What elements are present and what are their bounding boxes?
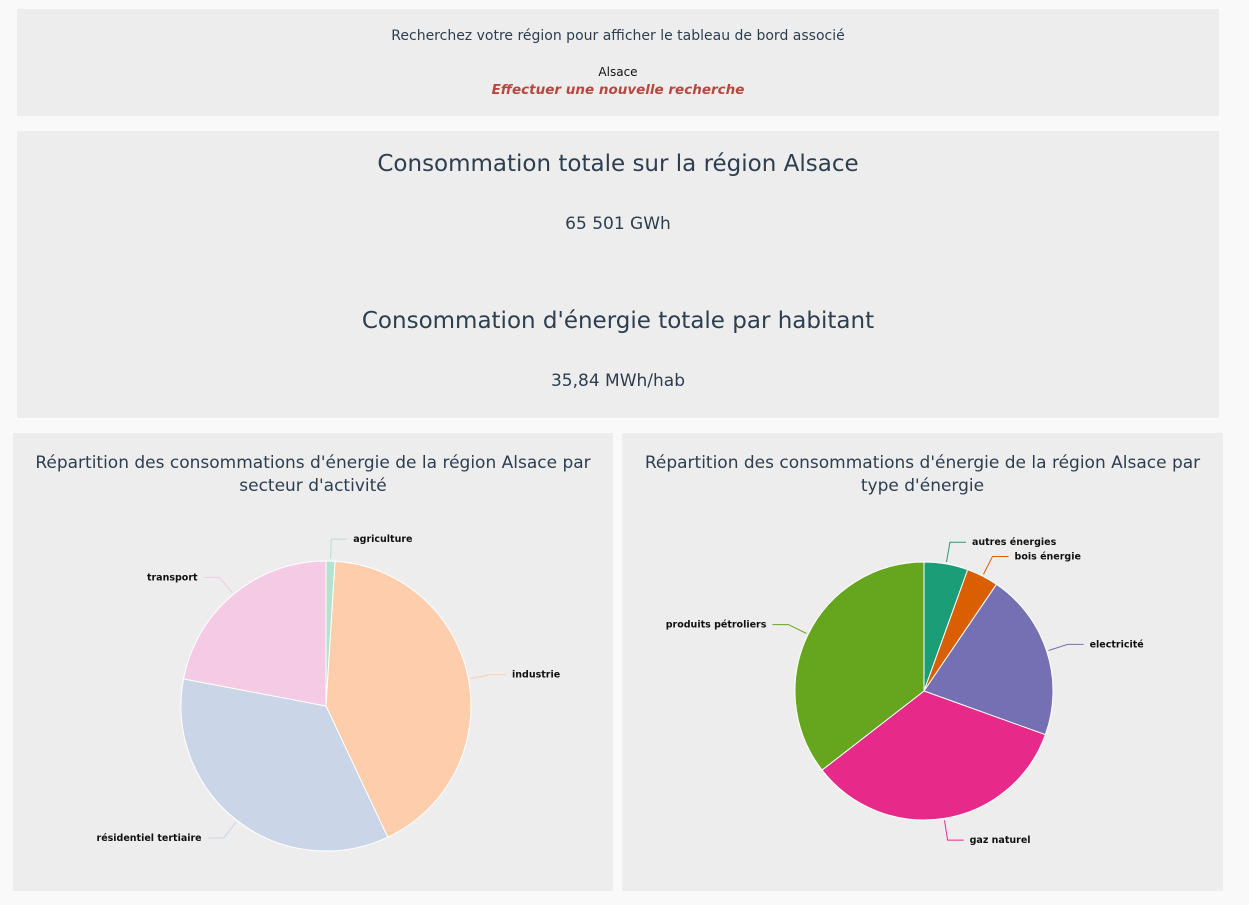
slice-label-agriculture: agriculture — [353, 534, 412, 545]
sector-chart-title: Répartition des consommations d'énergie … — [35, 453, 591, 496]
sector-chart-panel: Répartition des consommations d'énergie … — [13, 433, 613, 891]
total-consumption-title: Consommation totale sur la région Alsace — [377, 151, 859, 177]
energy-type-pie-chart: autres énergies bois énergie electricité ga… — [666, 537, 1144, 846]
pie-slice-industrie[interactable] — [325, 560, 472, 838]
slice-label-autres-energies: autres énergies — [972, 537, 1057, 548]
selected-region[interactable]: Alsace — [598, 65, 638, 79]
slice-label-transport: transport — [147, 572, 198, 583]
slice-label-industrie: industrie — [512, 670, 560, 681]
sector-pie-chart: agriculture industrie résidentiel tertiair… — [97, 534, 560, 852]
slice-label-residentiel-tertiaire: résidentiel tertiaire — [97, 833, 202, 844]
energy-type-chart-panel: Répartition des consommations d'énergie … — [622, 433, 1223, 891]
pie-slice-produits-petroliers[interactable] — [794, 561, 925, 771]
slice-label-bois-energie: bois énergie — [1015, 551, 1081, 562]
leader-line-produits-petroliers — [772, 624, 807, 634]
leader-line-industrie — [470, 674, 507, 679]
pie-slice-transport[interactable] — [182, 560, 327, 707]
pie-slice-gaz-naturel[interactable] — [821, 690, 1047, 821]
pie-slice-residentiel-tertiaire[interactable] — [180, 678, 389, 852]
totals-panel: Consommation totale sur la région Alsace… — [17, 131, 1219, 418]
per-capita-title: Consommation d'énergie totale par habita… — [361, 308, 875, 334]
leader-line-autres-energies — [946, 541, 966, 563]
new-search-link[interactable]: Effectuer une nouvelle recherche — [491, 82, 745, 98]
slice-label-electricite: electricité — [1090, 639, 1144, 650]
slice-label-gaz-naturel: gaz naturel — [970, 835, 1031, 846]
per-capita-value: 35,84 MWh/hab — [550, 371, 686, 391]
total-consumption-value: 65 501 GWh — [565, 214, 671, 234]
leader-line-gaz-naturel — [943, 820, 964, 841]
leader-line-residentiel-tertiaire — [207, 821, 237, 839]
leader-line-electricite — [1048, 643, 1084, 651]
region-search-panel: Recherchez votre région pour afficher le… — [17, 9, 1219, 116]
pie-slice-electricite[interactable] — [923, 583, 1054, 736]
energy-type-chart-title: Répartition des consommations d'énergie … — [644, 453, 1201, 496]
slice-label-produits-petroliers: produits pétroliers — [666, 620, 767, 631]
search-prompt: Recherchez votre région pour afficher le… — [391, 28, 845, 44]
leader-line-transport — [203, 576, 233, 594]
leader-line-agriculture — [330, 538, 348, 560]
leader-line-bois-energie — [983, 555, 1009, 575]
